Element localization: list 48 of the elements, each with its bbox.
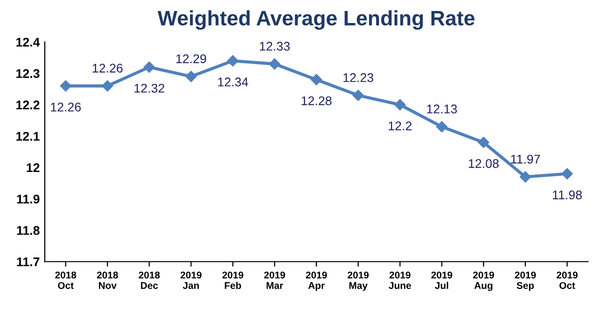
point bbox=[394, 99, 406, 110]
x-tick-label: 2019 Feb bbox=[222, 272, 244, 289]
point bbox=[436, 121, 448, 132]
point bbox=[102, 80, 114, 92]
x-tick-label: 2018 Dec bbox=[138, 272, 160, 289]
x-tick-label: 2019 Mar bbox=[264, 272, 286, 289]
point bbox=[310, 74, 322, 86]
y-tick-label: 11.8 bbox=[17, 226, 40, 235]
point bbox=[227, 55, 238, 66]
text: 12.28 bbox=[302, 96, 332, 106]
text: 12.33 bbox=[260, 42, 290, 51]
x-tick-label: 2019 Jul bbox=[431, 272, 452, 289]
text: 12.34 bbox=[218, 78, 248, 86]
point bbox=[562, 168, 573, 180]
point bbox=[185, 70, 197, 82]
chart-title: Weighted Average Lending Rate bbox=[158, 10, 474, 30]
y-tick-label: 11.7 bbox=[17, 258, 40, 266]
y-tick-label: 11.9 bbox=[17, 194, 40, 204]
text: 12.23 bbox=[344, 73, 374, 82]
y-tick-label: 12.2 bbox=[16, 100, 40, 110]
y-tick-label: 12.1 bbox=[16, 132, 40, 141]
point bbox=[352, 90, 364, 101]
x-tick-label: 2019 Aug bbox=[473, 272, 494, 291]
point bbox=[144, 61, 155, 73]
x-tick-label: 2019 Sep bbox=[514, 272, 536, 291]
text: 12.08 bbox=[468, 159, 499, 168]
y-tick-label: 12.4 bbox=[16, 38, 40, 47]
point bbox=[478, 136, 490, 148]
text: 12.32 bbox=[134, 84, 164, 93]
text: 12.2 bbox=[388, 121, 412, 130]
y-tick-label: 12.3 bbox=[16, 69, 40, 78]
text: 11.98 bbox=[552, 190, 582, 200]
point bbox=[520, 171, 531, 183]
x-tick-label: 2019 Oct bbox=[556, 272, 578, 289]
text: 12.29 bbox=[176, 54, 206, 64]
text: 12.26 bbox=[50, 102, 81, 112]
x-tick-label: 2019 May bbox=[348, 272, 369, 291]
x-tick-label: 2019 June bbox=[388, 272, 412, 289]
x-tick-label: 2019 Apr bbox=[306, 272, 327, 291]
text: 11.97 bbox=[511, 154, 540, 164]
point bbox=[269, 58, 280, 70]
y-tick-label: 12 bbox=[26, 163, 40, 172]
text: 12.26 bbox=[92, 64, 123, 73]
x-tick-label: 2018 Oct bbox=[55, 272, 76, 289]
x-tick-label: 2018 Nov bbox=[96, 272, 118, 289]
text: 12.13 bbox=[427, 104, 457, 114]
point bbox=[60, 80, 72, 92]
x-tick-label: 2019 Jan bbox=[180, 272, 202, 289]
